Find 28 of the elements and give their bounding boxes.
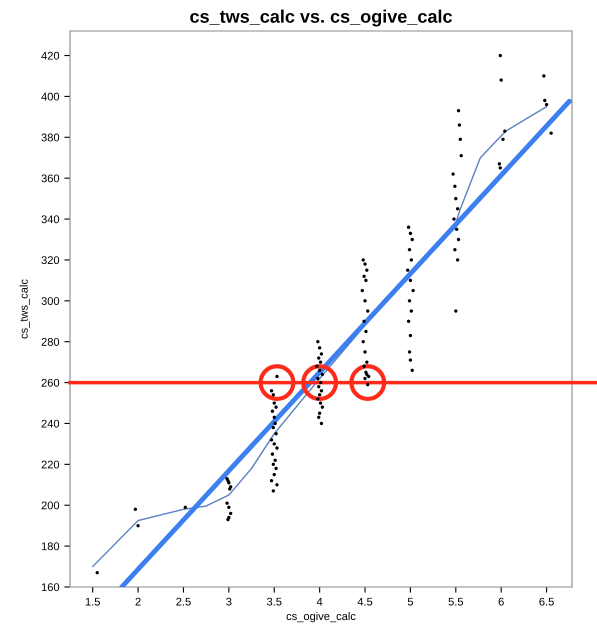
x-axis-title: cs_ogive_calc bbox=[286, 612, 356, 622]
x-tick-label: 6 bbox=[498, 598, 504, 606]
y-tick-label: 240 bbox=[42, 420, 60, 428]
x-tick-label: 5.5 bbox=[448, 598, 464, 606]
y-tick-label: 300 bbox=[41, 297, 60, 305]
y-tick-label: 220 bbox=[42, 460, 60, 468]
y-tick-label: 200 bbox=[42, 502, 60, 510]
y-tick-label: 280 bbox=[42, 338, 60, 346]
y-tick-label: 160 bbox=[42, 583, 60, 592]
chart-title: cs_tws_calc vs. cs_ogive_calc bbox=[190, 10, 452, 26]
x-tick-label: 6.5 bbox=[539, 598, 554, 606]
y-tick-label: 420 bbox=[41, 52, 60, 60]
x-tick-label: 2.5 bbox=[176, 598, 191, 606]
x-tick-label: 5 bbox=[408, 598, 414, 606]
y-tick-label: 380 bbox=[41, 134, 60, 142]
x-tick-label: 2 bbox=[136, 598, 141, 606]
x-tick-label: 3.5 bbox=[266, 598, 282, 606]
y-tick-label: 260 bbox=[42, 378, 60, 387]
y-tick-label: 320 bbox=[41, 256, 60, 264]
x-tick-label: 3 bbox=[226, 598, 232, 606]
x-tick-label: 1.5 bbox=[86, 598, 100, 606]
y-tick-label: 340 bbox=[41, 215, 60, 224]
x-tick-label: 4.5 bbox=[358, 598, 372, 606]
x-tick-label: 4 bbox=[316, 598, 322, 606]
y-tick-label: 180 bbox=[42, 542, 60, 550]
y-axis-title: cs_tws_calc bbox=[20, 279, 30, 338]
y-tick-label: 360 bbox=[41, 174, 60, 182]
y-tick-label: 400 bbox=[41, 92, 60, 101]
